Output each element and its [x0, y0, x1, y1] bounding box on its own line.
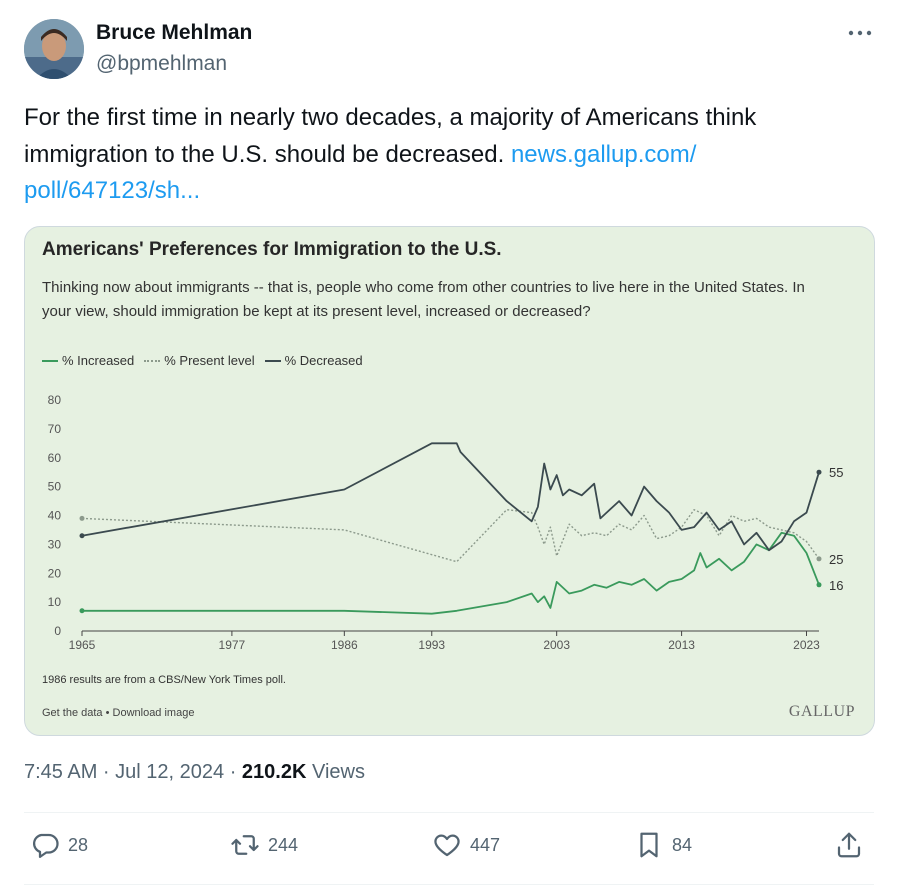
- x-tick-label: 1993: [418, 638, 445, 652]
- more-options-icon[interactable]: [845, 21, 875, 45]
- series-start-point-present: [79, 515, 85, 521]
- like-button[interactable]: 447: [432, 830, 500, 860]
- series-start-point-increased: [79, 608, 85, 614]
- share-button[interactable]: [834, 830, 864, 860]
- bookmark-count: 84: [672, 834, 693, 855]
- y-tick-label: 20: [48, 566, 62, 580]
- tweet-text: For the first time in nearly two decades…: [24, 100, 864, 210]
- divider: [24, 812, 874, 813]
- chart-footnote: 1986 results are from a CBS/New York Tim…: [42, 674, 286, 686]
- x-tick-label: 2023: [793, 638, 820, 652]
- timestamp[interactable]: 7:45 AM · Jul 12, 2024: [24, 761, 225, 783]
- legend-decreased: % Decreased: [264, 353, 363, 368]
- y-tick-label: 80: [48, 393, 62, 407]
- x-tick-label: 2013: [668, 638, 695, 652]
- tweet-meta: 7:45 AM · Jul 12, 2024 · 210.2K Views: [24, 761, 365, 783]
- series-end-point-decreased: [816, 469, 822, 475]
- chart-subtitle: Thinking now about immigrants -- that is…: [42, 279, 805, 320]
- y-tick-label: 0: [54, 624, 61, 638]
- series-end-point-present: [816, 556, 822, 562]
- series-end-label-decreased: 55: [829, 465, 843, 480]
- series-line-increased: [82, 531, 820, 615]
- x-tick-label: 1977: [219, 638, 246, 652]
- y-tick-label: 70: [48, 422, 62, 436]
- media-card[interactable]: Americans' Preferences for Immigration t…: [24, 226, 875, 736]
- reply-button[interactable]: 28: [30, 830, 88, 860]
- gallup-logo: GALLUP: [788, 703, 855, 720]
- x-tick-label: 1965: [69, 638, 96, 652]
- series-end-point-increased: [816, 582, 822, 588]
- repost-button[interactable]: 244: [230, 830, 298, 860]
- series-start-point-decreased: [79, 533, 85, 539]
- legend-increased-label: % Increased: [62, 353, 135, 368]
- legend-present-label: % Present level: [164, 353, 255, 368]
- x-tick-label: 2003: [543, 638, 570, 652]
- share-icon: [837, 832, 861, 858]
- bookmark-button[interactable]: 84: [634, 830, 692, 860]
- series-end-label-present: 25: [829, 552, 843, 567]
- y-tick-label: 60: [48, 451, 62, 465]
- legend-present: % Present level: [144, 353, 255, 368]
- views-label: Views: [311, 761, 365, 783]
- action-bar: 28 244 447 84: [24, 830, 874, 870]
- legend-decreased-label: % Decreased: [284, 353, 363, 368]
- reply-icon: [33, 833, 59, 858]
- repost-count: 244: [268, 834, 299, 855]
- avatar-image: [24, 19, 84, 79]
- y-tick-label: 50: [48, 480, 62, 494]
- tweet-link[interactable]: news.gallup.com/poll/647123/sh...: [24, 140, 697, 205]
- author-name[interactable]: Bruce Mehlman: [96, 21, 253, 44]
- like-count: 447: [470, 834, 501, 855]
- line-chart: 0 10 20 30 40 50 60 70 80 1965 1977 1986 1993 2003 201…: [48, 393, 844, 652]
- series-end-label-increased: 16: [829, 578, 843, 593]
- y-tick-label: 10: [48, 595, 62, 609]
- author-handle[interactable]: @bpmehlman: [96, 52, 228, 75]
- get-data-link[interactable]: Get the data • Download image: [42, 707, 195, 719]
- heart-icon: [434, 834, 460, 857]
- view-count: 210.2K: [241, 761, 307, 783]
- series-line-decreased: [81, 442, 820, 552]
- reply-count: 28: [68, 834, 89, 855]
- y-tick-label: 30: [48, 537, 62, 551]
- legend-increased: % Increased: [42, 353, 134, 368]
- repost-icon: [231, 835, 259, 855]
- tweet-body: For the first time in nearly two decades…: [24, 104, 757, 168]
- chart-legend: % Increased % Present level % Decreased: [42, 353, 363, 368]
- chart-title: Americans' Preferences for Immigration t…: [42, 239, 502, 260]
- y-tick-label: 40: [48, 509, 62, 523]
- x-tick-label: 1986: [331, 638, 358, 652]
- bookmark-icon: [640, 832, 658, 858]
- series-line-present: [81, 508, 820, 563]
- avatar[interactable]: [24, 19, 84, 79]
